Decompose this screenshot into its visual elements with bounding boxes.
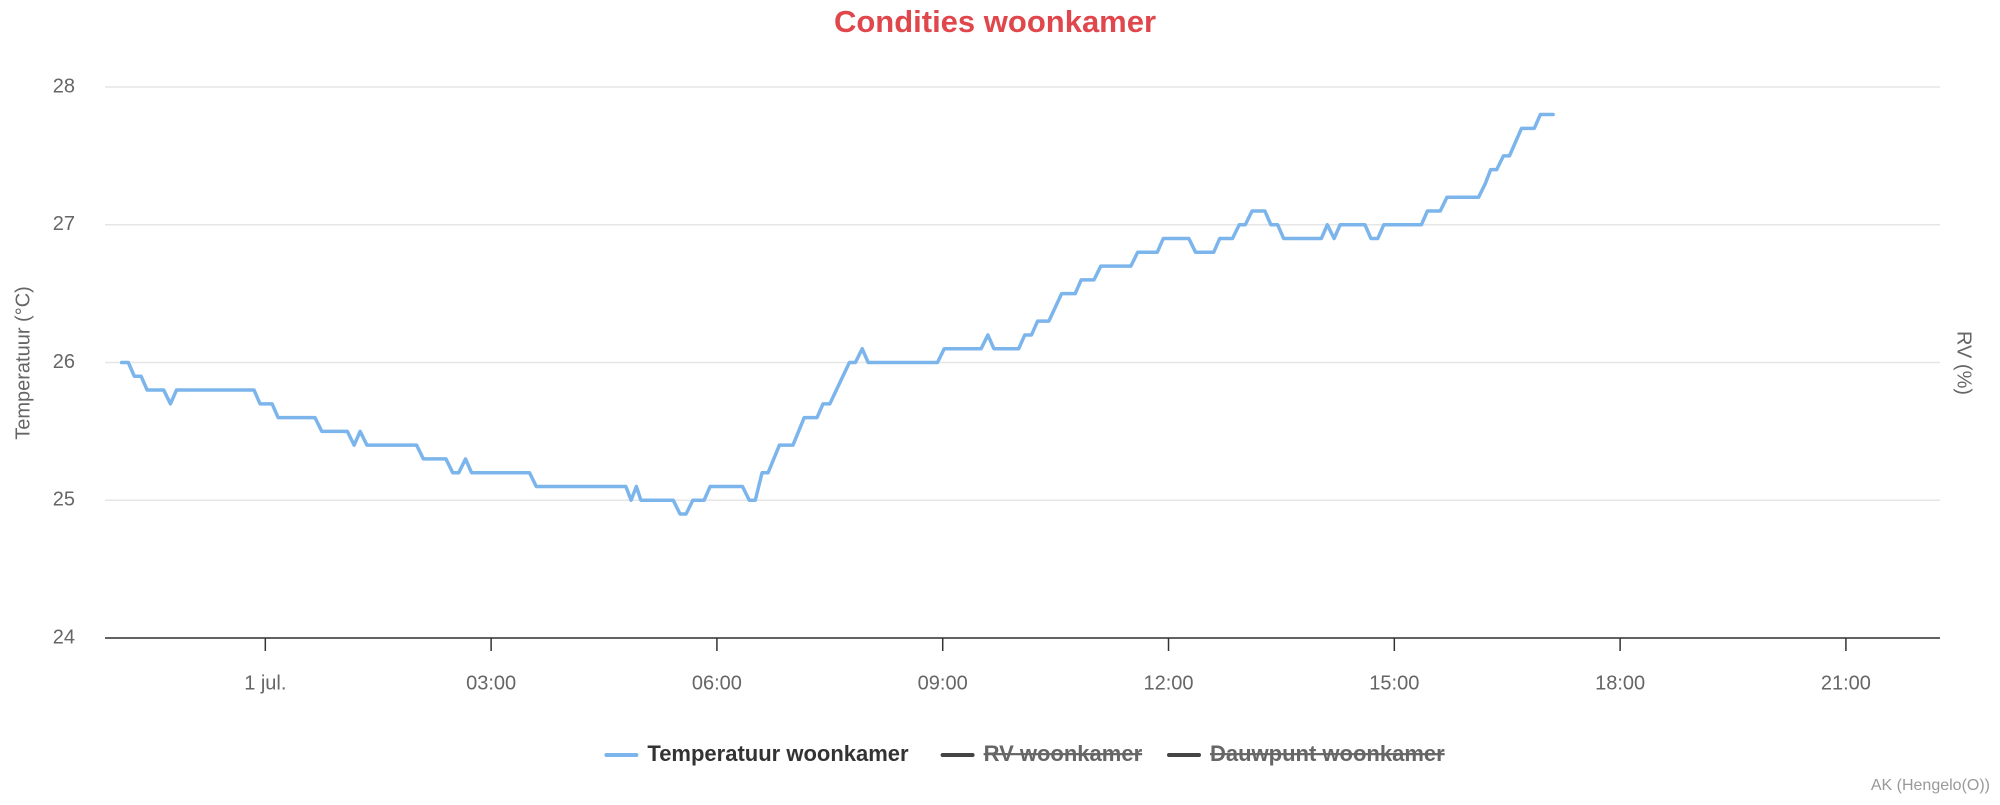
x-tick-label: 12:00: [1143, 672, 1193, 694]
credits: AK (Hengelo(O)): [1871, 777, 1990, 794]
x-tick-label: 15:00: [1369, 672, 1419, 694]
y-tick-label: 27: [53, 213, 75, 235]
data-line: [119, 112, 1555, 516]
legend-label: Dauwpunt woonkamer: [1210, 741, 1445, 766]
legend-item[interactable]: Temperatuur woonkamer: [604, 741, 909, 766]
legend-item[interactable]: RV woonkamer: [940, 741, 1143, 766]
x-tick-label: 21:00: [1821, 672, 1871, 694]
legend-item[interactable]: Dauwpunt woonkamer: [1167, 741, 1445, 766]
y-tick-label: 25: [53, 489, 75, 511]
x-tick-label: 03:00: [466, 672, 516, 694]
chart-title: Condities woonkamer: [834, 4, 1156, 39]
x-tick-label: 18:00: [1595, 672, 1645, 694]
x-tick-label: 09:00: [918, 672, 968, 694]
y2-axis-label: RV (%): [1953, 331, 1975, 395]
legend-label: Temperatuur woonkamer: [647, 741, 909, 766]
y-tick-label: 24: [53, 626, 75, 648]
x-tick-label: 06:00: [692, 672, 742, 694]
y-axis-label: Temperatuur (°C): [12, 286, 34, 440]
legend-label: RV woonkamer: [984, 741, 1143, 766]
x-tick-label: 1 jul.: [244, 672, 286, 694]
y-tick-label: 26: [53, 351, 75, 373]
y-tick-label: 28: [53, 75, 75, 97]
